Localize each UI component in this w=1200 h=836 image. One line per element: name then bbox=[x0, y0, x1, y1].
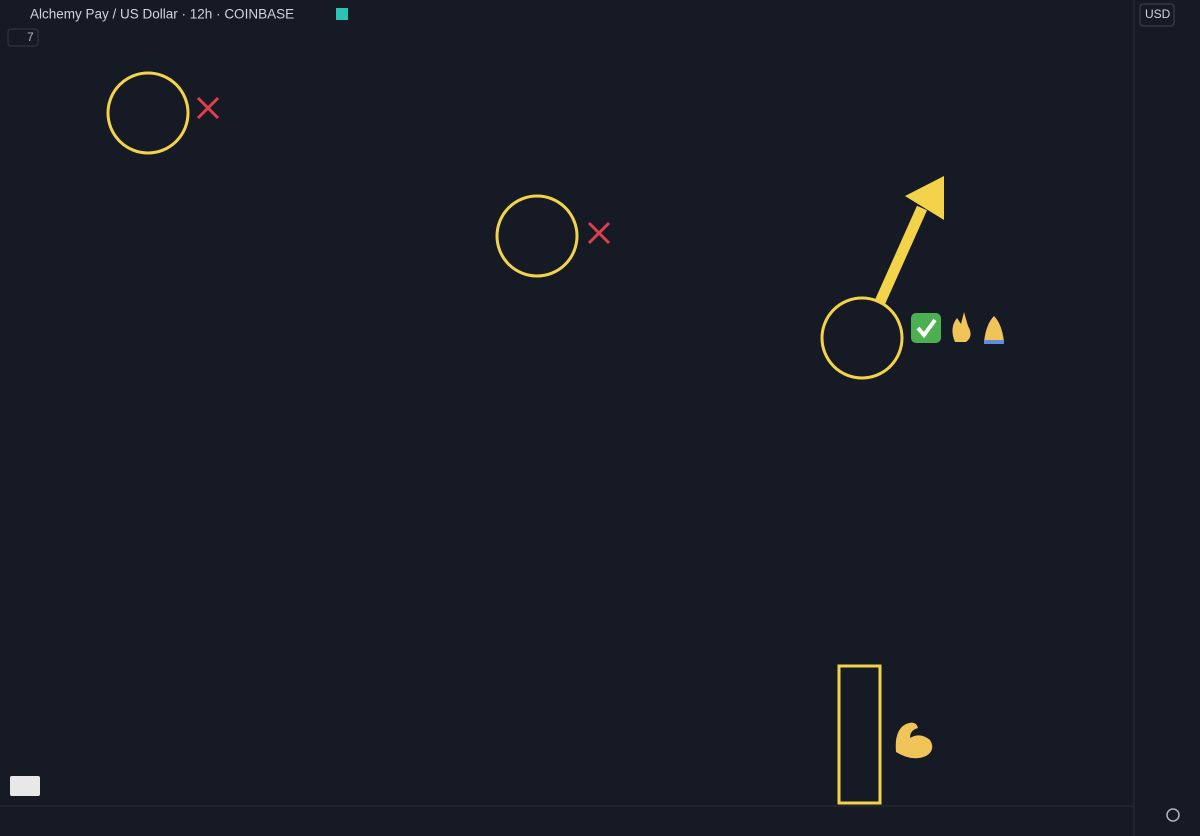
currency: USD bbox=[1145, 7, 1171, 21]
highlight-circle bbox=[495, 194, 579, 278]
check-icon bbox=[911, 313, 941, 343]
highlight-circle bbox=[820, 296, 904, 380]
header: Alchemy Pay / US Dollar · 12h · COINBASE… bbox=[7, 3, 1180, 822]
indicator-toggle[interactable] bbox=[7, 28, 39, 47]
highlight-box bbox=[837, 664, 882, 805]
cross-mark bbox=[196, 96, 220, 120]
fingers-icon bbox=[952, 312, 971, 342]
pray-icon bbox=[984, 316, 1004, 342]
settings-icon[interactable] bbox=[1166, 808, 1180, 822]
indicator-count: 7 bbox=[27, 30, 34, 44]
muscle-icon bbox=[895, 722, 933, 759]
highlight-circle bbox=[106, 71, 190, 155]
annotations bbox=[10, 71, 1004, 805]
arrow-head bbox=[905, 176, 944, 220]
status-icon bbox=[336, 8, 348, 20]
cross-mark bbox=[587, 221, 611, 245]
symbol-title: Alchemy Pay / US Dollar · 12h · COINBASE bbox=[30, 7, 294, 22]
arrow-shaft bbox=[874, 205, 928, 305]
logo bbox=[10, 776, 40, 796]
check-icon bbox=[916, 318, 937, 339]
currency-box[interactable] bbox=[1139, 3, 1175, 27]
